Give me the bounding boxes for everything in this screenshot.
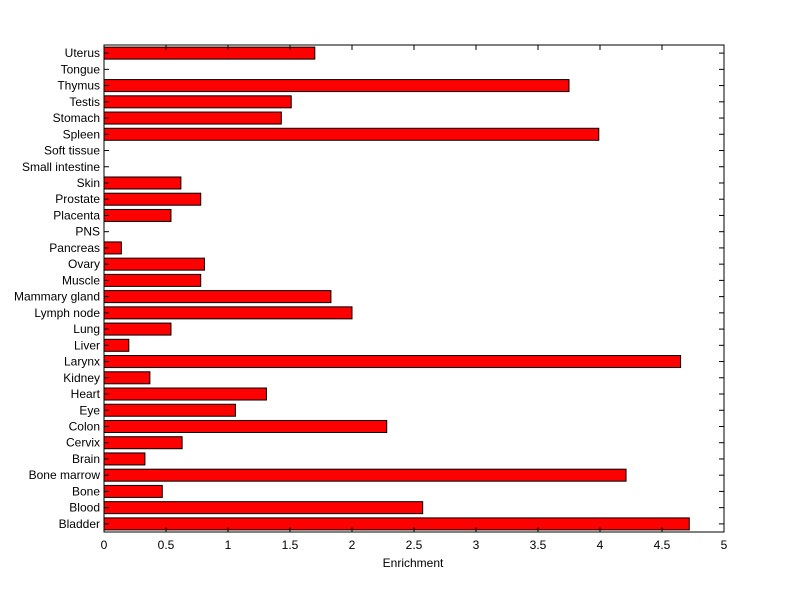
category-label: Stomach: [53, 111, 100, 125]
category-label: Pancreas: [49, 241, 100, 255]
x-tick-label: 3: [473, 538, 480, 552]
bar: [103, 127, 600, 141]
category-label: Colon: [69, 419, 100, 433]
category-label: Prostate: [55, 192, 100, 206]
x-tick-label: 0: [101, 538, 108, 552]
bar: [103, 484, 163, 498]
category-label: Tongue: [61, 62, 101, 76]
x-tick-labels: 0 0.5 1 1.5 2 2.5 3 3.5 4 4.5 5: [101, 538, 728, 552]
x-tick-label: 0.5: [158, 538, 175, 552]
category-label: Muscle: [62, 273, 100, 287]
bar: [103, 111, 282, 125]
x-tick-label: 5: [721, 538, 728, 552]
bar: [103, 322, 172, 336]
category-label: PNS: [75, 225, 100, 239]
bar: [103, 79, 570, 93]
x-tick-label: 3.5: [530, 538, 547, 552]
category-labels: Bladder Blood Bone Bone marrow Brain Cervix Co…: [14, 46, 101, 531]
bar: [103, 436, 183, 450]
bar: [103, 208, 172, 222]
bar: [103, 387, 267, 401]
category-label: Blood: [69, 501, 100, 515]
x-tick-label: 1: [225, 538, 232, 552]
category-label: Bone marrow: [29, 468, 101, 482]
category-label: Brain: [72, 452, 100, 466]
category-label: Cervix: [66, 436, 100, 450]
x-tick-label: 4: [597, 538, 604, 552]
category-label: Ovary: [68, 257, 100, 271]
bar: [103, 290, 332, 304]
bar: [103, 95, 292, 109]
category-label: Testis: [69, 95, 100, 109]
bar: [103, 257, 205, 271]
bar: [103, 452, 146, 466]
category-label: Placenta: [53, 208, 100, 222]
bar: [103, 355, 682, 369]
category-label: Soft tissue: [44, 144, 100, 158]
bar: [103, 501, 424, 515]
category-label: Larynx: [64, 355, 100, 369]
x-tick-label: 4.5: [654, 538, 671, 552]
category-label: Uterus: [65, 46, 100, 60]
bar: [103, 517, 690, 531]
category-label: Lymph node: [34, 306, 100, 320]
bar: [103, 192, 202, 206]
category-label: Skin: [77, 176, 100, 190]
x-tick-label: 2: [349, 538, 356, 552]
category-label: Small intestine: [22, 160, 100, 174]
category-label: Liver: [74, 338, 100, 352]
category-label: Bone: [72, 484, 100, 498]
category-label: Thymus: [57, 79, 100, 93]
x-tick-label: 1.5: [282, 538, 299, 552]
category-label: Lung: [73, 322, 100, 336]
category-label: Spleen: [63, 127, 100, 141]
bar: [103, 403, 236, 417]
bar: [103, 46, 316, 60]
bar: [103, 306, 353, 320]
category-label: Eye: [79, 403, 100, 417]
bar: [103, 468, 627, 482]
category-label: Heart: [71, 387, 101, 401]
category-label: Bladder: [59, 517, 100, 531]
bar: [103, 273, 202, 287]
bar: [103, 176, 182, 190]
plot-frame: [103, 44, 725, 533]
category-label: Mammary gland: [14, 290, 100, 304]
ticks-layer: [103, 45, 725, 532]
category-label: Kidney: [63, 371, 100, 385]
bar: [103, 371, 151, 385]
bar: [103, 419, 388, 433]
plot-area: [104, 45, 724, 532]
x-axis-label: Enrichment: [383, 556, 444, 570]
x-tick-label: 2.5: [406, 538, 423, 552]
